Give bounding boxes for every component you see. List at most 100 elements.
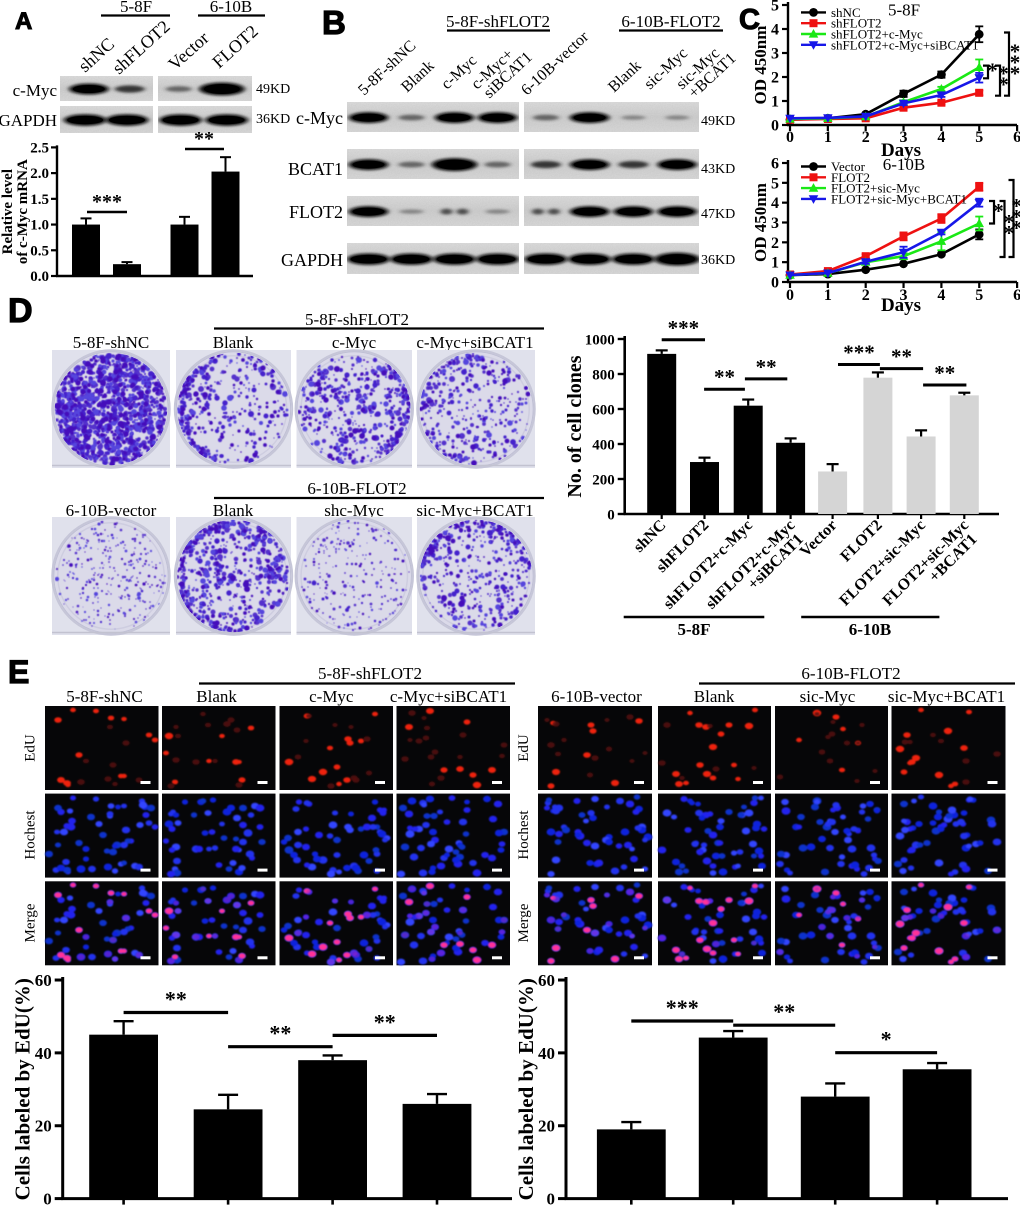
svg-text:1.0: 1.0 [30, 218, 49, 234]
svg-text:shFLOT2+c-Myc: shFLOT2+c-Myc [831, 27, 923, 42]
svg-text:shc-Myc: shc-Myc [324, 501, 384, 520]
svg-text:*: * [1004, 221, 1015, 245]
svg-text:6-10B-FLOT2: 6-10B-FLOT2 [801, 664, 900, 683]
svg-text:2: 2 [771, 70, 779, 87]
svg-text:***: *** [843, 341, 875, 365]
svg-text:*: * [1010, 62, 1020, 86]
svg-text:36KD: 36KD [256, 112, 290, 127]
svg-text:6: 6 [1013, 129, 1020, 146]
svg-text:5: 5 [771, 0, 779, 15]
svg-text:6-10B: 6-10B [883, 155, 926, 174]
svg-text:6-10B-vector: 6-10B-vector [66, 501, 157, 520]
svg-text:600: 600 [592, 403, 615, 419]
svg-text:BCAT1: BCAT1 [288, 159, 343, 179]
svg-text:c-Myc: c-Myc [332, 333, 377, 352]
svg-text:49KD: 49KD [256, 82, 290, 97]
svg-text:0: 0 [786, 287, 794, 304]
svg-text:400: 400 [592, 438, 615, 454]
svg-text:GAPDH: GAPDH [281, 250, 343, 270]
svg-text:sic-Myc: sic-Myc [800, 687, 856, 706]
svg-text:6: 6 [771, 156, 779, 173]
svg-text:c-Myc+siBCAT1: c-Myc+siBCAT1 [390, 687, 507, 706]
svg-text:EdU: EdU [516, 734, 532, 762]
svg-text:*: * [1010, 40, 1020, 64]
svg-text:1: 1 [824, 129, 832, 146]
svg-text:of c-Myc mRNA: of c-Myc mRNA [15, 159, 31, 264]
svg-text:*: * [1011, 205, 1020, 229]
svg-text:GAPDH: GAPDH [0, 111, 57, 130]
svg-text:FLOT2: FLOT2 [289, 202, 343, 222]
svg-text:800: 800 [592, 368, 615, 384]
svg-text:2.0: 2.0 [30, 166, 49, 182]
svg-text:5-8F: 5-8F [120, 0, 152, 16]
svg-text:C: C [739, 4, 760, 36]
svg-text:6-10B: 6-10B [849, 620, 892, 639]
svg-text:Hochest: Hochest [23, 810, 39, 860]
svg-text:0.0: 0.0 [30, 269, 49, 285]
svg-text:5-8F-shFLOT2: 5-8F-shFLOT2 [318, 664, 422, 683]
svg-text:4: 4 [937, 287, 945, 304]
svg-text:***: *** [668, 316, 700, 340]
svg-text:EdU: EdU [23, 734, 39, 762]
svg-text:Blank: Blank [213, 333, 254, 352]
svg-text:**: ** [756, 355, 777, 379]
svg-text:47KD: 47KD [701, 207, 735, 222]
svg-text:5-8F-shNC: 5-8F-shNC [66, 687, 143, 706]
svg-text:sic-Myc+BCAT1: sic-Myc+BCAT1 [888, 687, 1005, 706]
svg-text:Blank: Blank [196, 687, 237, 706]
svg-text:5-8F-shFLOT2: 5-8F-shFLOT2 [446, 12, 550, 31]
svg-text:0: 0 [786, 129, 794, 146]
svg-text:*: * [1011, 194, 1020, 218]
svg-text:**: ** [891, 345, 912, 369]
svg-text:1: 1 [771, 94, 779, 111]
svg-text:1: 1 [824, 287, 832, 304]
svg-text:3: 3 [900, 287, 908, 304]
svg-text:c-Myc: c-Myc [13, 81, 58, 100]
svg-text:0.5: 0.5 [30, 243, 49, 259]
svg-text:5-8F-shFLOT2: 5-8F-shFLOT2 [305, 310, 409, 329]
svg-text:E: E [8, 654, 29, 690]
svg-text:36KD: 36KD [701, 253, 735, 268]
svg-text:c-Myc+siBCAT1: c-Myc+siBCAT1 [416, 333, 533, 352]
svg-text:3: 3 [771, 215, 779, 232]
svg-text:5-8F: 5-8F [677, 620, 710, 639]
svg-text:Hochest: Hochest [516, 810, 532, 860]
svg-text:Days: Days [881, 140, 921, 161]
svg-text:**: ** [934, 361, 955, 385]
svg-text:No. of cell clones: No. of cell clones [564, 355, 586, 497]
svg-text:0: 0 [771, 275, 779, 292]
svg-text:*: * [993, 199, 1004, 223]
svg-text:200: 200 [592, 473, 615, 489]
svg-text:D: D [8, 292, 33, 330]
svg-text:6-10B-FLOT2: 6-10B-FLOT2 [307, 479, 406, 498]
svg-text:4: 4 [771, 195, 779, 212]
svg-text:1000: 1000 [585, 333, 615, 349]
svg-text:*: * [998, 62, 1009, 86]
svg-text:*: * [998, 73, 1009, 97]
svg-text:2: 2 [862, 129, 870, 146]
svg-text:4: 4 [937, 129, 945, 146]
svg-text:c-Myc: c-Myc [296, 108, 343, 128]
svg-text:1.5: 1.5 [30, 192, 49, 208]
svg-text:FLOT2+sic-Myc+BCAT1: FLOT2+sic-Myc+BCAT1 [831, 191, 967, 206]
svg-text:Blank: Blank [694, 687, 735, 706]
svg-text:6-10B: 6-10B [210, 0, 253, 16]
svg-text:49KD: 49KD [701, 114, 735, 129]
svg-text:Relative level: Relative level [0, 169, 16, 254]
svg-text:Vector: Vector [831, 159, 866, 174]
svg-text:*: * [1010, 51, 1020, 75]
svg-text:**: ** [714, 365, 735, 389]
svg-text:2: 2 [771, 235, 779, 252]
svg-text:5-8F-shNC: 5-8F-shNC [73, 333, 150, 352]
svg-text:6: 6 [1013, 287, 1020, 304]
svg-text:shFLOT2: shFLOT2 [831, 16, 882, 31]
svg-text:FLOT2: FLOT2 [831, 170, 870, 185]
svg-text:5: 5 [975, 287, 983, 304]
svg-text:0: 0 [607, 508, 615, 524]
svg-text:5-8F: 5-8F [888, 0, 920, 19]
svg-text:2.5: 2.5 [30, 140, 49, 156]
svg-text:3: 3 [771, 46, 779, 63]
svg-text:***: *** [92, 191, 122, 213]
svg-text:1: 1 [771, 255, 779, 272]
svg-text:4: 4 [771, 22, 779, 39]
